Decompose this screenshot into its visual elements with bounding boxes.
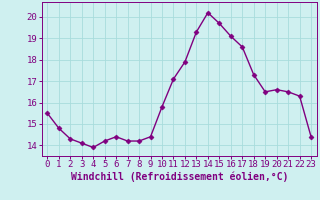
- X-axis label: Windchill (Refroidissement éolien,°C): Windchill (Refroidissement éolien,°C): [70, 172, 288, 182]
